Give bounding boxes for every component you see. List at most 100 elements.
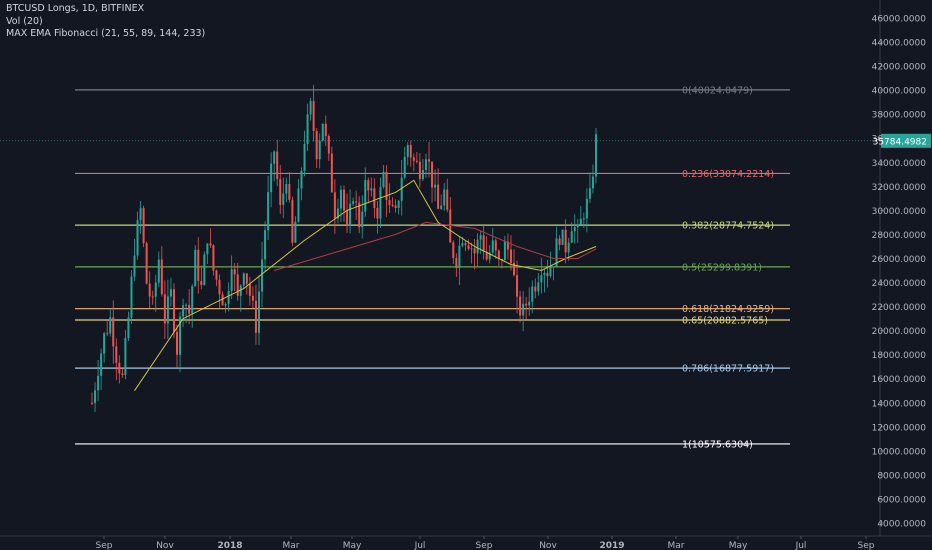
fib-level-label: 0(40024.0479) xyxy=(682,85,753,96)
candle-body xyxy=(191,286,194,314)
chart-legend: BTCUSD Longs, 1D, BITFINEX Vol (20) MAX … xyxy=(6,3,205,41)
price-tick-label: 40000.0000 xyxy=(872,87,927,97)
candle-body xyxy=(367,180,370,191)
price-tick-label: 44000.0000 xyxy=(872,39,927,49)
candle-body xyxy=(543,272,546,276)
candle-body xyxy=(595,134,597,177)
candle-body xyxy=(197,249,200,281)
candle-body xyxy=(555,238,558,267)
symbol-title[interactable]: BTCUSD Longs, 1D, BITFINEX xyxy=(6,3,145,14)
candle-body xyxy=(142,208,145,244)
candle-body xyxy=(476,239,479,254)
candle-body xyxy=(488,252,491,260)
candle-body xyxy=(376,207,379,219)
time-tick-label: May xyxy=(343,541,362,550)
time-tick-label: Mar xyxy=(668,541,685,550)
fib-level-label: 0.5(25299.8391) xyxy=(682,262,762,273)
time-tick-label: Jul xyxy=(795,541,807,550)
candle-body xyxy=(473,248,476,254)
candle-body xyxy=(591,176,594,189)
candle-body xyxy=(264,230,267,260)
time-axis[interactable]: Sep Nov 2018 Mar May Jul Sep Nov 2019 Mar May Jul Se… xyxy=(0,535,932,550)
candle-body xyxy=(160,259,163,295)
candle-body xyxy=(437,184,440,209)
candle-body xyxy=(306,114,309,145)
fib-level-label: 0.786(16877.5917) xyxy=(682,364,774,375)
candle-body xyxy=(485,251,488,260)
candle-body xyxy=(218,279,221,295)
candle-body xyxy=(379,187,382,219)
candle-body xyxy=(221,294,224,306)
candle-body xyxy=(431,161,434,188)
candle-body xyxy=(343,189,345,211)
candle-body xyxy=(537,282,540,292)
candle-body xyxy=(519,296,522,316)
price-axis[interactable]: 4000.0000 6000.0000 8000.0000 10000.0000 120… xyxy=(872,0,931,536)
time-tick-label: 2018 xyxy=(217,541,242,550)
candle-body xyxy=(364,180,367,212)
candle-body xyxy=(248,283,251,296)
candle-body xyxy=(206,243,209,255)
candle-body xyxy=(339,189,342,209)
candle-body xyxy=(424,159,427,171)
candle-body xyxy=(509,249,512,263)
price-tick-label: 6000.0000 xyxy=(877,495,926,505)
candle-body xyxy=(558,238,561,245)
candle-body xyxy=(446,189,449,210)
candle-body xyxy=(388,200,391,205)
candle-body xyxy=(257,291,260,333)
fib-level-label: 0.65(20882.5765) xyxy=(682,316,768,327)
candle-body xyxy=(582,218,585,220)
candlestick-series xyxy=(91,84,597,413)
candle-body xyxy=(315,131,318,160)
candle-body xyxy=(166,296,169,324)
candle-body xyxy=(118,362,121,374)
candle-body xyxy=(333,192,336,219)
candle-body xyxy=(336,208,339,219)
candle-body xyxy=(215,270,218,280)
price-tick-label: 32000.0000 xyxy=(872,183,927,193)
candle-body xyxy=(455,257,458,269)
time-tick-label: Mar xyxy=(283,541,300,550)
candle-body xyxy=(382,171,385,188)
candle-body xyxy=(291,199,294,243)
price-tick-label: 22000.0000 xyxy=(872,303,927,313)
candle-body xyxy=(324,123,327,137)
candle-body xyxy=(279,179,282,205)
candle-body xyxy=(576,224,579,228)
candle-body xyxy=(358,202,361,228)
candle-body xyxy=(585,198,588,219)
candle-body xyxy=(121,373,124,375)
ema-indicator-label[interactable]: MAX EMA Fibonacci (21, 55, 89, 144, 233) xyxy=(6,28,206,39)
candle-body xyxy=(245,273,248,284)
candle-body xyxy=(254,300,257,333)
candle-body xyxy=(236,274,239,296)
time-tick-label: Jul xyxy=(414,541,426,550)
candle-body xyxy=(261,259,264,292)
price-tick-label: 10000.0000 xyxy=(872,447,927,457)
candle-body xyxy=(103,333,106,354)
fibonacci-levels: 0(40024.0479) 0.236(33074.2214) 0.382(2877… xyxy=(75,85,790,450)
price-tick-label: 28000.0000 xyxy=(872,231,927,241)
candle-body xyxy=(525,303,528,306)
candle-body xyxy=(188,304,191,314)
candle-body xyxy=(391,204,394,206)
volume-indicator-label[interactable]: Vol (20) xyxy=(6,15,43,27)
candle-body xyxy=(415,160,418,162)
candle-body xyxy=(109,317,112,334)
candle-body xyxy=(230,269,233,291)
candle-body xyxy=(297,188,300,222)
time-tick-label: Nov xyxy=(539,541,557,550)
candle-body xyxy=(300,170,303,189)
time-tick-label: Sep xyxy=(96,541,113,550)
price-tick-label: 42000.0000 xyxy=(872,63,927,73)
candle-body xyxy=(464,243,467,246)
candle-body xyxy=(203,254,206,286)
candle-body xyxy=(194,249,197,287)
candle-body xyxy=(449,209,452,243)
candle-body xyxy=(349,203,352,227)
candle-body xyxy=(133,255,136,277)
candle-body xyxy=(400,177,403,201)
candle-body xyxy=(579,218,582,225)
